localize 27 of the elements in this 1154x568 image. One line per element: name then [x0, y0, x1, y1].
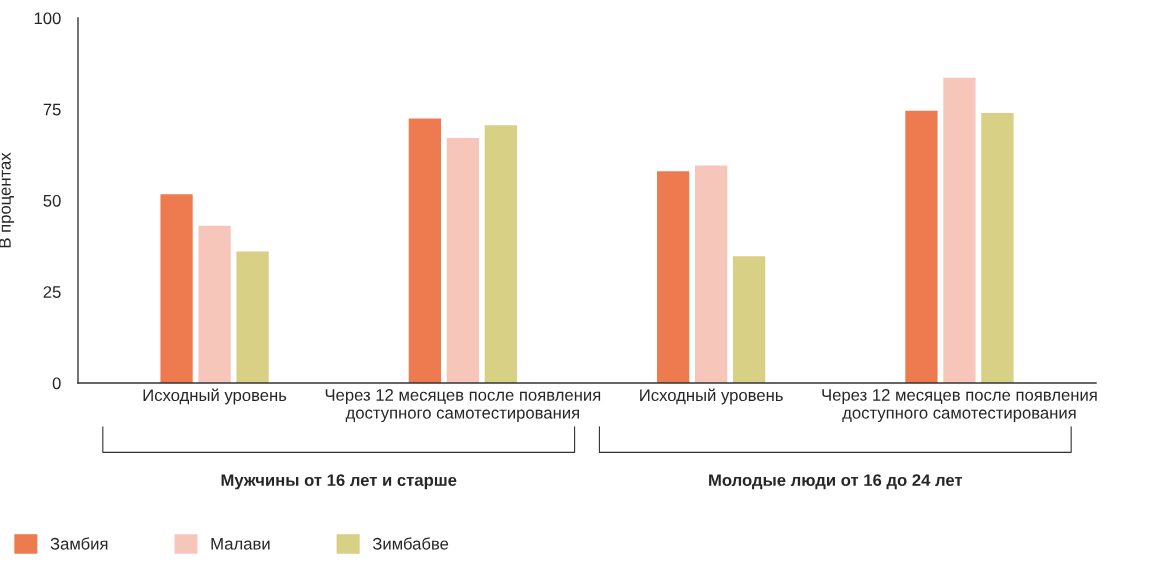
bar	[236, 251, 269, 383]
y-axis-title: В процентах	[0, 152, 15, 248]
y-tick-label: 0	[52, 377, 61, 390]
y-tick-label: 100	[34, 12, 61, 25]
bar	[733, 256, 766, 383]
bar	[657, 171, 690, 383]
y-tick-label: 50	[43, 194, 61, 207]
bar	[981, 112, 1014, 383]
bar	[695, 165, 728, 383]
x-tick-label: Через 12 месяцев после появления доступного самотестирования	[822, 389, 1097, 423]
legend-label: Замбия	[50, 537, 108, 550]
bar	[943, 77, 976, 383]
x-tick-label: Исходный уровень	[143, 388, 287, 405]
x-tick-label: Через 12 месяцев после появления доступного самотестирования	[325, 389, 601, 423]
bar	[198, 225, 231, 383]
bar	[484, 125, 517, 383]
legend-label: Зимбабве	[372, 537, 449, 550]
bar	[905, 110, 938, 383]
legend-label: Малави	[211, 538, 270, 550]
text: Молодые люди от 16 до 24 лет	[709, 474, 963, 490]
text: Мужчины от 16 лет и старше	[221, 474, 457, 490]
bar	[408, 118, 441, 383]
y-tick-label: 25	[43, 286, 61, 298]
bar	[160, 194, 193, 383]
x-tick-label: Исходный уровень	[640, 388, 783, 405]
y-tick-label: 75	[43, 103, 61, 116]
bar	[446, 138, 479, 383]
